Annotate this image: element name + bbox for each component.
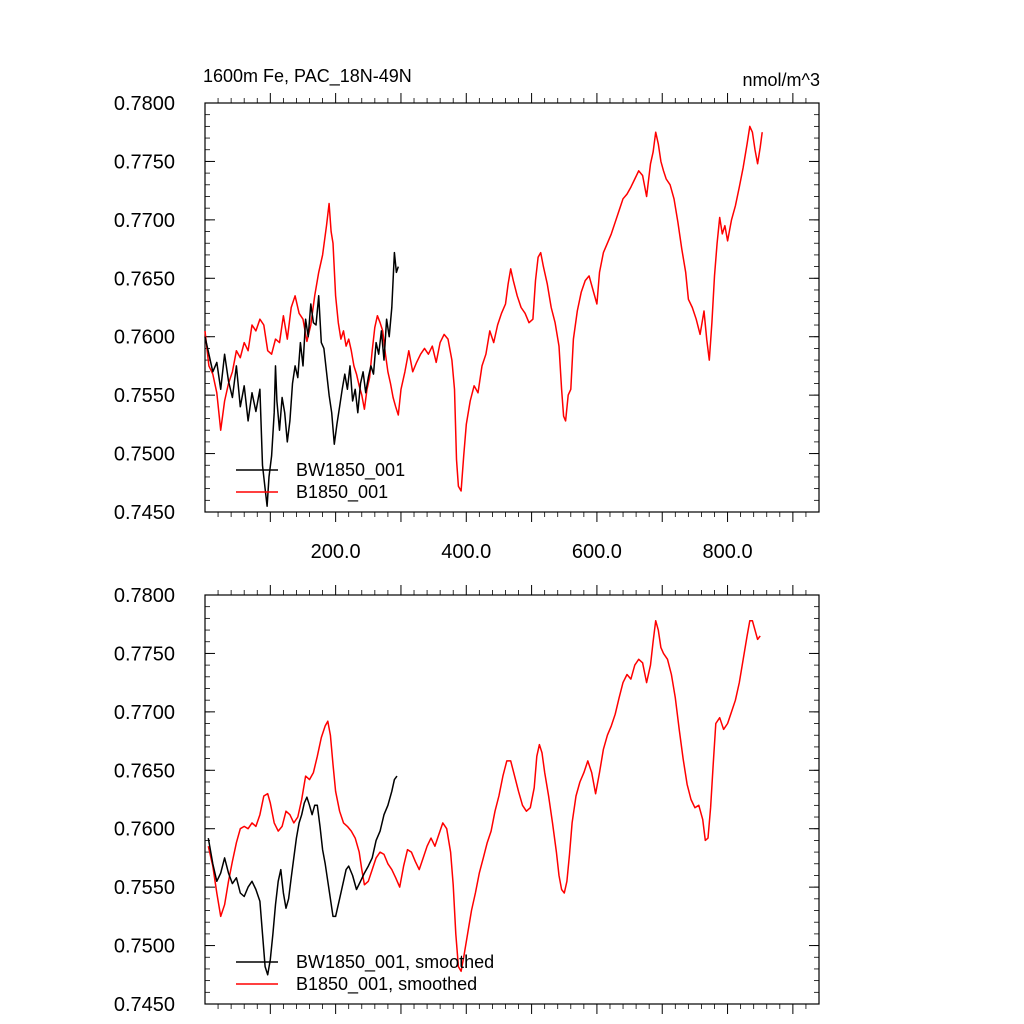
y-tick-label: 0.7500 bbox=[114, 936, 175, 958]
y-tick-label: 0.7700 bbox=[114, 210, 175, 232]
tick-labels: 0.7450 0.7500 0.7550 0.7600 0.7650 0.7700 0.77… bbox=[114, 585, 175, 1016]
series-line-0 bbox=[207, 775, 398, 976]
series-lines bbox=[204, 125, 763, 507]
plot-frame bbox=[204, 594, 820, 1005]
x-tick-label: 800.0 bbox=[703, 541, 753, 563]
legend-label-0: BW1850_001 bbox=[296, 460, 405, 481]
y-tick-label: 0.7750 bbox=[114, 151, 175, 173]
y-tick-label: 0.7500 bbox=[114, 444, 175, 466]
y-tick-label: 0.7600 bbox=[114, 819, 175, 841]
top-panel: 1600m Fe, PAC_18N-49N nmol/m^3 0.74500.7… bbox=[114, 66, 820, 563]
chart-title: 1600m Fe, PAC_18N-49N bbox=[203, 66, 412, 87]
y-tick-label: 0.7550 bbox=[114, 877, 175, 899]
y-tick-label: 0.7600 bbox=[114, 327, 175, 349]
y-tick-label: 0.7650 bbox=[114, 268, 175, 290]
series-lines bbox=[207, 619, 761, 976]
series-line-1 bbox=[204, 125, 763, 492]
y-tick-label: 0.7450 bbox=[114, 502, 175, 524]
bottom-panel: 0.7450 0.7500 0.7550 0.7600 0.7650 0.7700 0.77… bbox=[114, 585, 820, 1016]
units-label: nmol/m^3 bbox=[743, 70, 820, 90]
tick-marks bbox=[205, 585, 819, 1014]
series-line-0 bbox=[204, 251, 400, 507]
x-tick-label: 400.0 bbox=[441, 541, 491, 563]
x-tick-label: 200.0 bbox=[311, 541, 361, 563]
series-line-1 bbox=[207, 619, 761, 973]
legend-label-1: B1850_001 bbox=[296, 482, 388, 503]
y-tick-label: 0.7800 bbox=[114, 93, 175, 115]
y-tick-label: 0.7700 bbox=[114, 702, 175, 724]
y-tick-label: 0.7450 bbox=[114, 994, 175, 1016]
legend-label-1: B1850_001, smoothed bbox=[296, 974, 477, 995]
tick-labels: 0.7450 0.7500 0.7550 0.7600 0.7650 0.7700 0.77… bbox=[114, 93, 753, 563]
y-tick-label: 0.7550 bbox=[114, 385, 175, 407]
y-tick-label: 0.7800 bbox=[114, 585, 175, 607]
plot-frame bbox=[204, 102, 820, 513]
tick-marks bbox=[205, 93, 819, 522]
legend-label-0: BW1850_001, smoothed bbox=[296, 952, 494, 973]
y-tick-label: 0.7750 bbox=[114, 643, 175, 665]
x-tick-label: 600.0 bbox=[572, 541, 622, 563]
y-tick-label: 0.7650 bbox=[114, 760, 175, 782]
